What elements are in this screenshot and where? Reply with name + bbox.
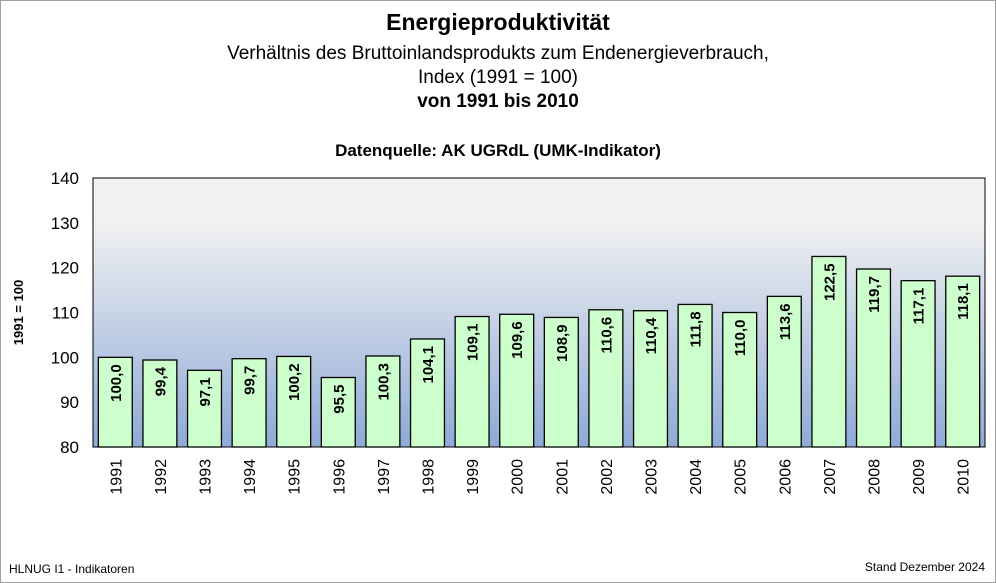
bar-2009 xyxy=(900,280,936,448)
bar-1998 xyxy=(409,338,446,448)
y-tick-label: 90 xyxy=(60,393,79,412)
bar-1996 xyxy=(320,376,356,448)
data-label: 100,2 xyxy=(286,363,303,401)
x-tick-label: 2004 xyxy=(688,459,705,495)
x-tick-label: 1997 xyxy=(376,459,393,495)
data-label: 97,1 xyxy=(197,377,214,406)
x-tick-label: 1995 xyxy=(287,459,304,495)
data-label: 118,1 xyxy=(955,283,972,320)
y-axis-label: 1991 = 100 xyxy=(11,280,26,345)
bar-2007 xyxy=(811,255,847,448)
bar-1992 xyxy=(142,359,178,448)
footer-right: Stand Dezember 2024 xyxy=(864,560,985,574)
x-tick-label: 2003 xyxy=(644,459,661,495)
x-tick-label: 2007 xyxy=(822,459,839,495)
data-label: 104,1 xyxy=(420,346,437,384)
bar-1994 xyxy=(231,358,267,448)
data-label: 110,0 xyxy=(732,320,749,357)
chart-title: Energieproduktivität xyxy=(386,9,610,35)
y-tick-label: 120 xyxy=(51,259,79,278)
bar-2010 xyxy=(945,275,981,448)
data-label: 99,4 xyxy=(152,366,169,396)
footer-left: HLNUG I1 - Indikatoren xyxy=(9,562,135,576)
y-tick-label: 140 xyxy=(51,169,79,188)
chart-subtitle-1: Verhältnis des Bruttoinlandsprodukts zum… xyxy=(227,43,769,64)
bar-1993 xyxy=(186,369,223,448)
data-label: 108,9 xyxy=(554,324,571,362)
bar-2001 xyxy=(543,316,579,448)
x-tick-label: 2006 xyxy=(777,459,794,495)
data-label: 110,4 xyxy=(643,317,660,354)
x-tick-label: 1999 xyxy=(465,459,482,495)
bar-2000 xyxy=(499,313,535,448)
x-tick-label: 1994 xyxy=(242,459,259,495)
x-tick-label: 1993 xyxy=(198,459,215,495)
data-label: 111,8 xyxy=(688,311,705,347)
x-tick-label: 2001 xyxy=(554,459,571,495)
chart-subtitle-3: von 1991 bis 2010 xyxy=(417,91,579,112)
bar-1997 xyxy=(365,355,401,448)
data-label: 109,6 xyxy=(509,321,526,359)
bar-2004 xyxy=(677,303,713,448)
data-label: 100,0 xyxy=(108,364,125,402)
data-label: 110,6 xyxy=(598,317,615,354)
bar-1999 xyxy=(454,315,490,448)
bar-1995 xyxy=(276,355,312,448)
bar-2006 xyxy=(766,295,802,448)
y-tick-label: 80 xyxy=(60,438,79,457)
data-label: 109,1 xyxy=(465,324,482,362)
y-tick-label: 130 xyxy=(51,214,79,233)
data-label: 119,7 xyxy=(866,276,883,313)
data-label: 122,5 xyxy=(821,263,838,301)
x-tick-label: 2008 xyxy=(867,459,884,495)
x-tick-label: 2002 xyxy=(599,459,616,495)
bar-2005 xyxy=(722,311,758,448)
y-tick-label: 110 xyxy=(52,304,79,323)
bar-1991 xyxy=(97,356,133,448)
data-source: Datenquelle: AK UGRdL (UMK-Indikator) xyxy=(335,141,661,160)
data-label: 95,5 xyxy=(331,385,348,414)
chart-subtitle-2: Index (1991 = 100) xyxy=(417,67,579,88)
data-label: 99,7 xyxy=(242,366,259,395)
data-label: 100,3 xyxy=(375,363,392,401)
x-tick-label: 2009 xyxy=(911,459,928,495)
x-tick-label: 1991 xyxy=(108,459,125,495)
data-label: 117,1 xyxy=(911,288,928,325)
x-tick-label: 2000 xyxy=(510,459,527,495)
bar-2008 xyxy=(855,268,892,448)
x-tick-label: 2005 xyxy=(733,459,750,495)
plot-area xyxy=(92,177,986,448)
bar-2002 xyxy=(588,309,624,448)
x-tick-label: 1992 xyxy=(153,459,170,495)
x-tick-label: 1996 xyxy=(331,459,348,495)
y-tick-label: 100 xyxy=(51,348,79,367)
data-label: 113,6 xyxy=(777,303,794,340)
bar-2003 xyxy=(632,310,669,448)
x-tick-label: 1998 xyxy=(421,459,438,495)
x-tick-label: 2010 xyxy=(956,459,973,495)
